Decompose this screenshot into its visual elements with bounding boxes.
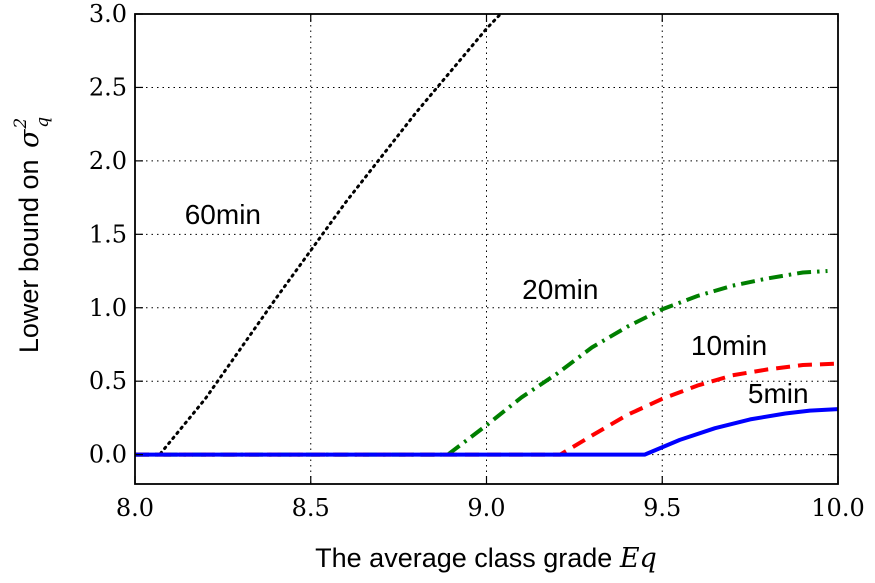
y-axis-title-text: Lower bound on [14, 160, 44, 354]
series-label-60min: 60min [185, 199, 261, 230]
y-tick-label: 2.0 [89, 147, 127, 175]
series-line-5min [135, 407, 838, 457]
series-lines [135, 14, 838, 457]
y-tick-label: 3.0 [89, 0, 127, 28]
series-labels: 60min 20min 10min 5min [185, 199, 809, 409]
y-tick-label: 1.0 [89, 294, 127, 322]
axis-ticks: 8.0 8.5 9.0 9.5 10.0 0.0 0.5 1.0 1.5 2.0 2.5 3.0 [89, 0, 865, 522]
y-axis-title: Lower bound on σ2 q [11, 117, 53, 353]
x-tick-label: 8.0 [116, 494, 154, 522]
x-tick-label: 10.0 [811, 494, 864, 522]
series-line-60min [135, 14, 503, 457]
x-tick-label: 9.5 [643, 494, 681, 522]
x-axis-title-math: Eq [619, 543, 657, 574]
y-tick-label: 0.5 [89, 367, 127, 395]
y-tick-label: 2.5 [89, 73, 127, 101]
x-axis-title: The average class grade Eq [315, 543, 657, 574]
y-tick-label: 0.0 [89, 441, 127, 469]
plot-frame [134, 13, 839, 485]
y-tick-label: 1.5 [89, 220, 127, 248]
y-axis-title-math: σ [14, 128, 45, 148]
y-axis-title-sub: q [33, 117, 53, 128]
x-axis-title-text: The average class grade [315, 543, 612, 573]
series-line-10min [135, 361, 838, 457]
y-axis-title-sup: 2 [11, 118, 31, 130]
series-label-5min: 5min [748, 378, 809, 409]
x-tick-label: 9.0 [467, 494, 505, 522]
series-label-10min: 10min [691, 330, 767, 361]
series-label-20min: 20min [522, 274, 598, 305]
grid-lines [134, 13, 839, 484]
x-tick-label: 8.5 [292, 494, 330, 522]
series-line-20min [135, 269, 828, 457]
